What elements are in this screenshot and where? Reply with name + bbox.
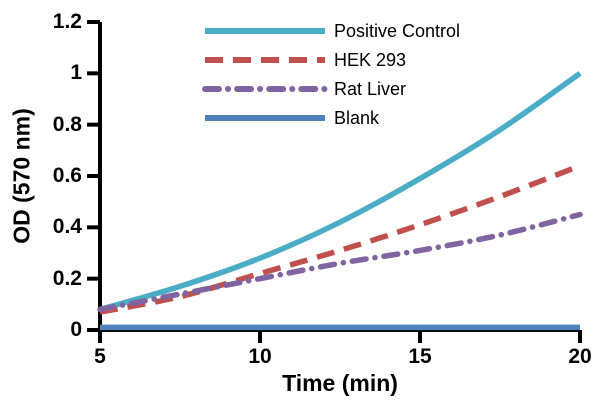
x-tick-label: 5 <box>94 345 106 368</box>
legend-label-hek-293: HEK 293 <box>334 50 407 70</box>
y-tick-label: 0.2 <box>52 266 82 290</box>
series-line-positive-control <box>99 71 582 313</box>
y-tick-label: 0.6 <box>52 164 82 187</box>
x-tick-label: 10 <box>248 345 272 368</box>
y-tick-label: 1.2 <box>52 10 82 33</box>
series-line-rat-liver <box>97 211 583 313</box>
x-axis-title: Time (min) <box>282 370 398 396</box>
legend-label-rat-liver: Rat Liver <box>334 79 407 99</box>
legend-label-blank: Blank <box>334 108 380 128</box>
y-tick-label: 1 <box>70 61 82 85</box>
y-tick-label: 0 <box>70 318 82 341</box>
legend-label-positive-control: Positive Control <box>334 21 461 41</box>
x-tick-label: 20 <box>568 345 592 368</box>
x-tick-label: 15 <box>408 345 432 368</box>
y-tick-label: 0.8 <box>52 112 82 136</box>
y-tick-label: 0.4 <box>52 215 82 239</box>
